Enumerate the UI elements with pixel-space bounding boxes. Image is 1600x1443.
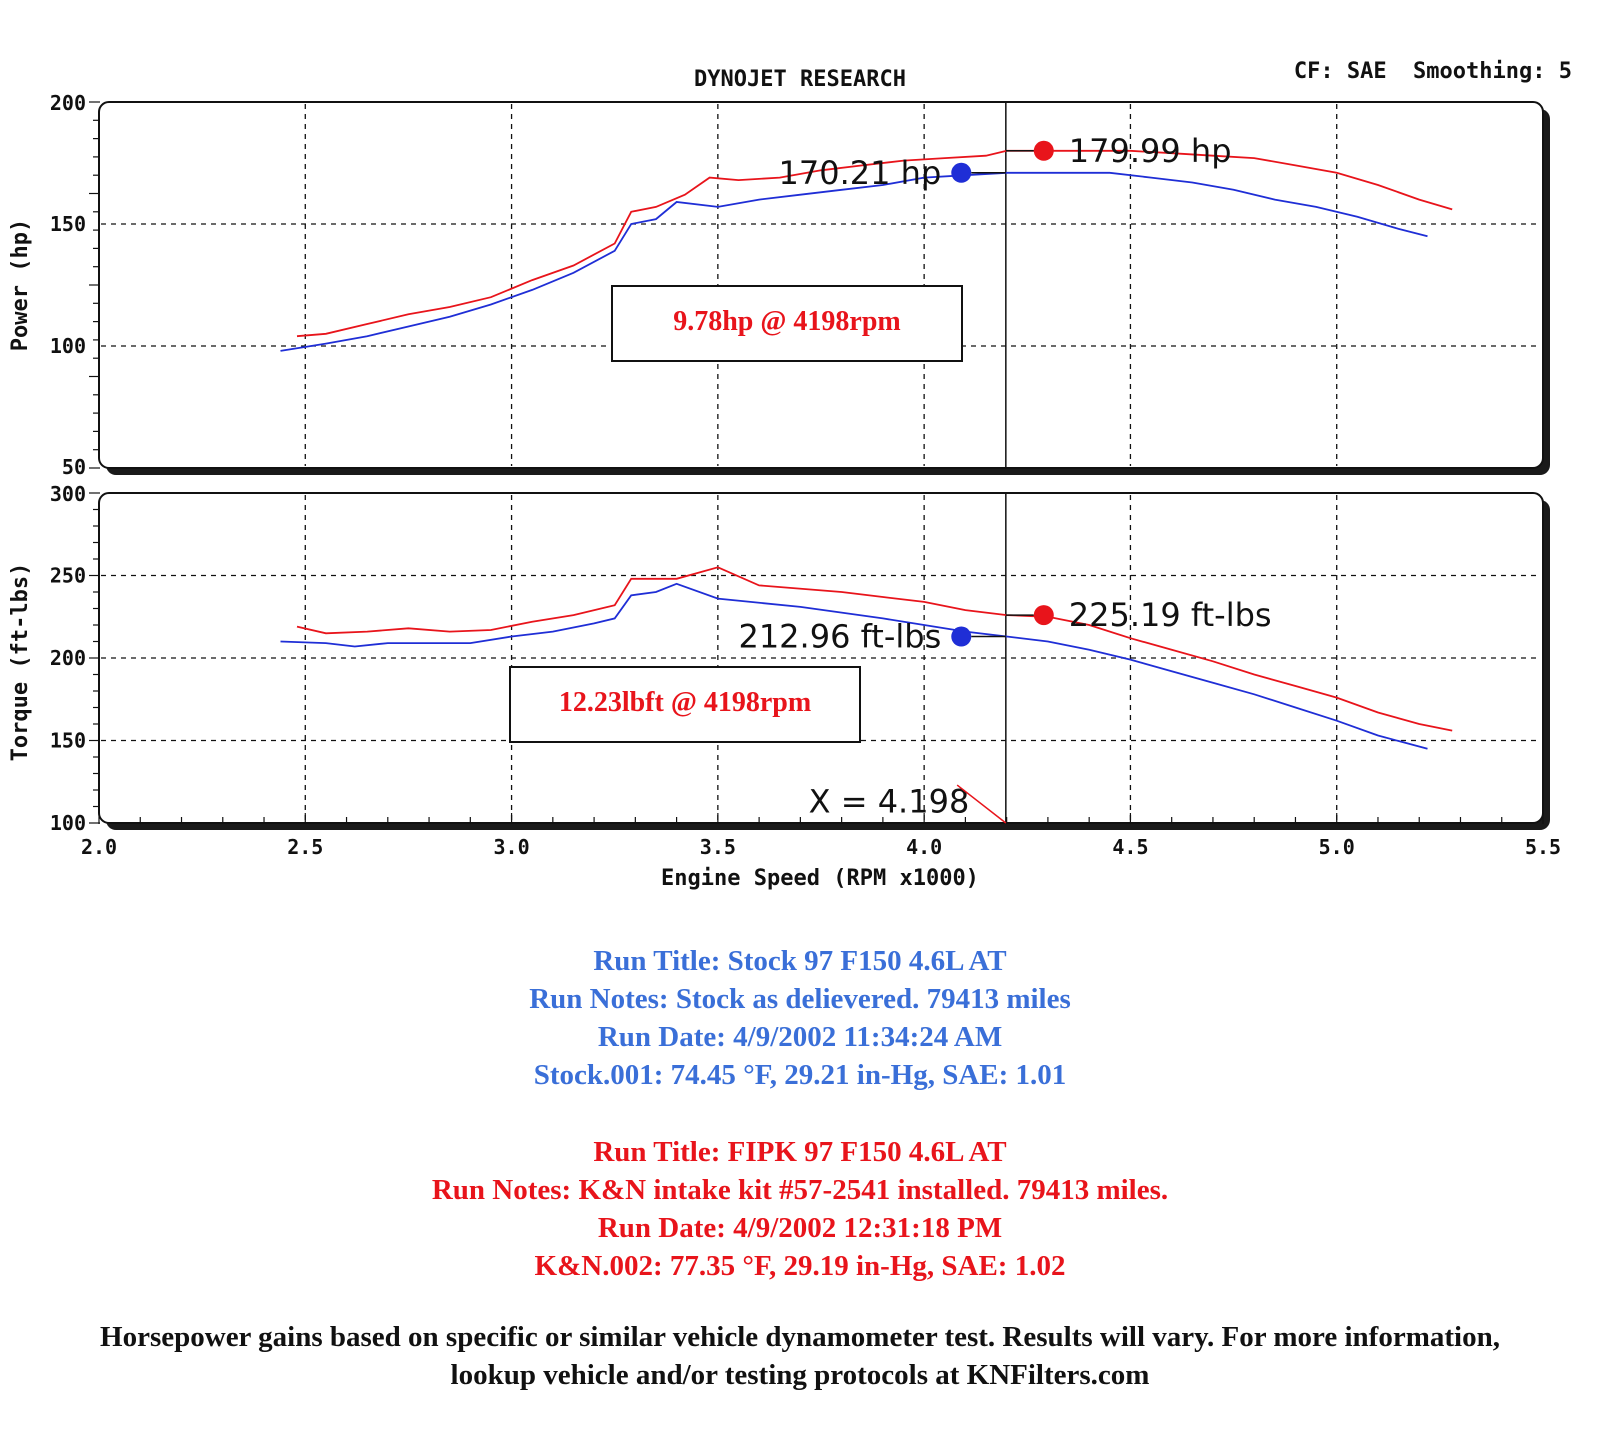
series-line bbox=[280, 171, 1428, 352]
power-annotation-box: 9.78hp @ 4198rpm bbox=[611, 285, 963, 362]
torque-y-axis-label: Torque (ft-lbs) bbox=[8, 563, 33, 762]
settings-label: CF: SAE Smoothing: 5 bbox=[1294, 59, 1572, 84]
chart-title: DYNOJET RESEARCH bbox=[694, 67, 906, 92]
x-tick-label: 5.0 bbox=[1319, 835, 1355, 859]
marker-label: 179.99 hp bbox=[1069, 132, 1232, 170]
kn-run-title: Run Title: FIPK 97 F150 4.6L AT bbox=[593, 1136, 1007, 1168]
torque-panel: 100 150 200 250 300 2.0 2.5 3.0 3.5 4.0 4.5 5.0 5.5… bbox=[8, 482, 1561, 891]
torque-markers: 212.96 ft-lbs 225.19 ft-lbs bbox=[738, 596, 1271, 655]
y-tick-label: 50 bbox=[62, 455, 86, 479]
stock-run-title: Run Title: Stock 97 F150 4.6L AT bbox=[593, 945, 1007, 977]
power-y-ticks: 50 100 150 200 bbox=[50, 91, 100, 479]
power-panel: 50 100 150 200 170.21 hp 179.99 hp 9.78hp @ … bbox=[8, 91, 1550, 479]
series-line bbox=[296, 149, 1453, 338]
dyno-chart: DYNOJET RESEARCH CF: SAE Smoothing: 5 50… bbox=[8, 59, 1572, 891]
x-tick-label: 4.5 bbox=[1112, 835, 1148, 859]
data-marker bbox=[951, 626, 972, 647]
y-tick-label: 100 bbox=[50, 334, 86, 358]
stock-run-notes-text: Run Notes: Stock as delievered. 79413 mi… bbox=[529, 983, 1071, 1015]
y-tick-label: 100 bbox=[50, 811, 86, 835]
marker-label: 212.96 ft-lbs bbox=[738, 618, 941, 656]
marker-label: 170.21 hp bbox=[779, 154, 942, 192]
y-tick-label: 150 bbox=[50, 212, 86, 236]
disclaimer: Horsepower gains based on specific or si… bbox=[100, 1321, 1500, 1391]
torque-annotation-text: 12.23lbft @ 4198rpm bbox=[559, 687, 811, 718]
kn-run-conditions: K&N.002: 77.35 °F, 29.19 in-Hg, SAE: 1.0… bbox=[534, 1250, 1066, 1282]
data-marker bbox=[951, 162, 972, 183]
series-line bbox=[296, 566, 1453, 732]
y-tick-label: 250 bbox=[50, 564, 86, 588]
data-marker bbox=[1033, 605, 1054, 626]
power-y-axis-label: Power (hp) bbox=[8, 219, 33, 351]
x-tick-label: 3.0 bbox=[494, 835, 530, 859]
marker-label: 225.19 ft-lbs bbox=[1069, 596, 1272, 634]
torque-annotation-box: 12.23lbft @ 4198rpm bbox=[509, 666, 861, 743]
kn-run-notes-text: Run Notes: K&N intake kit #57-2541 insta… bbox=[431, 1174, 1169, 1206]
x-tick-label: 2.0 bbox=[81, 835, 117, 859]
cursor-leader-line bbox=[956, 784, 1007, 824]
stock-run-notes: Run Title: Stock 97 F150 4.6L AT Run Not… bbox=[0, 942, 1600, 1094]
torque-y-ticks: 100 150 200 250 300 bbox=[50, 482, 100, 835]
torque-grid bbox=[101, 495, 1541, 821]
series-line bbox=[280, 582, 1428, 750]
stock-run-conditions: Stock.001: 74.45 °F, 29.21 in-Hg, SAE: 1… bbox=[533, 1059, 1067, 1091]
stock-run-date: Run Date: 4/9/2002 11:34:24 AM bbox=[597, 1021, 1003, 1053]
x-axis-ticks: 2.0 2.5 3.0 3.5 4.0 4.5 5.0 5.5 bbox=[81, 813, 1561, 859]
kn-run-notes: Run Title: FIPK 97 F150 4.6L AT Run Note… bbox=[0, 1133, 1600, 1285]
x-tick-label: 5.5 bbox=[1525, 835, 1561, 859]
x-axis-label: Engine Speed (RPM x1000) bbox=[661, 866, 979, 891]
torque-series bbox=[280, 566, 1453, 750]
x-tick-label: 2.5 bbox=[287, 835, 323, 859]
x-tick-label: 3.5 bbox=[700, 835, 736, 859]
cursor-readout: X = 4.198 bbox=[809, 783, 970, 821]
power-annotation-text: 9.78hp @ 4198rpm bbox=[673, 306, 901, 337]
power-series bbox=[280, 149, 1453, 352]
x-tick-label: 4.0 bbox=[906, 835, 942, 859]
power-markers: 170.21 hp 179.99 hp bbox=[779, 132, 1232, 192]
y-tick-label: 200 bbox=[50, 91, 86, 115]
kn-run-date: Run Date: 4/9/2002 12:31:18 PM bbox=[597, 1212, 1003, 1244]
y-tick-label: 200 bbox=[50, 646, 86, 670]
data-marker bbox=[1033, 140, 1054, 161]
y-tick-label: 150 bbox=[50, 729, 86, 753]
y-tick-label: 300 bbox=[50, 482, 86, 506]
